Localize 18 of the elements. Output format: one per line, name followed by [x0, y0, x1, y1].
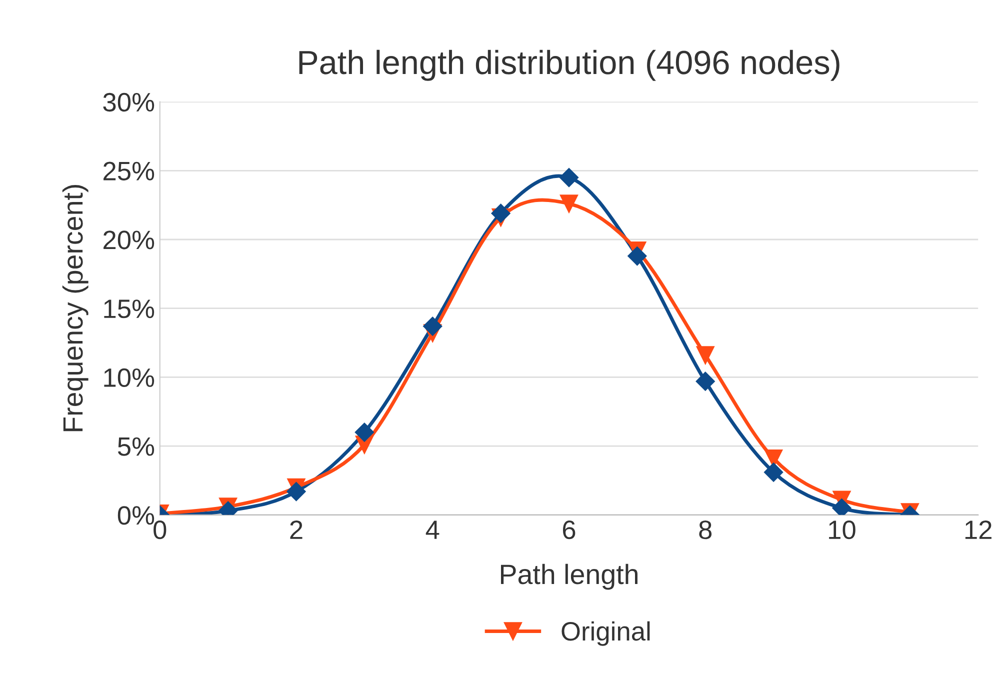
- legend-label: Original: [562, 621, 650, 646]
- x-tick-label: 10: [829, 520, 856, 540]
- y-tick-label: 0%: [118, 506, 154, 525]
- y-tick-label: 15%: [104, 300, 154, 318]
- x-tick-label: 12: [965, 520, 992, 539]
- y-tick-label: 25%: [104, 162, 154, 180]
- x-axis-title: Path length: [501, 564, 638, 590]
- x-tick-label: 6: [562, 520, 576, 540]
- y-tick-label: 5%: [118, 437, 154, 456]
- chart-title: Path length distribution (4096 nodes): [299, 50, 840, 81]
- y-tick-label: 30%: [103, 92, 154, 112]
- y-axis-title: Frequency (percent): [62, 185, 88, 432]
- x-tick-label: 2: [290, 520, 302, 539]
- x-tick-label: 8: [699, 520, 712, 540]
- x-tick-label: 4: [426, 520, 440, 539]
- x-tick-label: 0: [154, 520, 166, 540]
- y-tick-label: 20%: [104, 230, 154, 250]
- y-tick-label: 10%: [104, 368, 154, 388]
